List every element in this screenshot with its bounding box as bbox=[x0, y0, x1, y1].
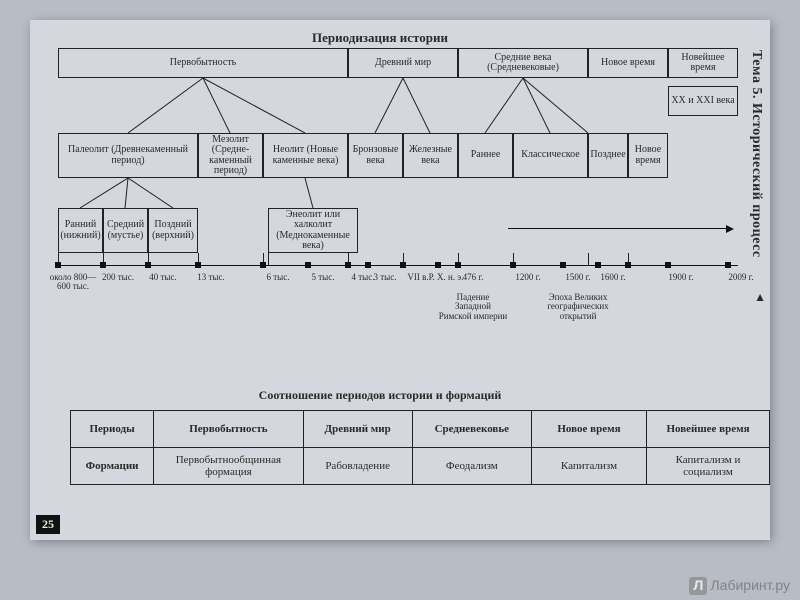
era-xx: XX и XXI века bbox=[668, 86, 738, 116]
diagram-title: Периодизация истории bbox=[30, 30, 730, 46]
timeline-label: 1600 г. bbox=[588, 273, 638, 282]
timeline-tick bbox=[260, 262, 266, 268]
timeline-label: 1900 г. bbox=[656, 273, 706, 282]
timeline-label: 13 тыс. bbox=[186, 273, 236, 282]
table-header: Древний мир bbox=[303, 411, 412, 448]
timeline-tick bbox=[625, 262, 631, 268]
timeline-label: 40 тыс. bbox=[138, 273, 188, 282]
timeline-tick bbox=[560, 262, 566, 268]
timeline-tick bbox=[510, 262, 516, 268]
connector bbox=[268, 253, 269, 265]
era-low-box: Средний (мустье) bbox=[103, 208, 148, 253]
timeline-tick bbox=[595, 262, 601, 268]
timeline-tick bbox=[145, 262, 151, 268]
timeline-arrow bbox=[508, 228, 728, 229]
tree-conn bbox=[348, 78, 458, 133]
table-row: ФормацииПервобытнообщинная формацияРабов… bbox=[71, 448, 770, 485]
era-mid-box: Неолит (Новые каменные века) bbox=[263, 133, 348, 178]
timeline-tick bbox=[725, 262, 731, 268]
periodization-diagram: XX и XXI века ПервобытностьДревний мирСр… bbox=[58, 48, 738, 378]
timeline-tick bbox=[345, 262, 351, 268]
timeline-note: Эпоха Великих географических открытий bbox=[538, 293, 618, 321]
era-mid-box: Мезолит (Средне-каменный период) bbox=[198, 133, 263, 178]
tree-conn bbox=[58, 178, 198, 208]
era-mid-box: Железные века bbox=[403, 133, 458, 178]
timeline-tick bbox=[435, 262, 441, 268]
table-header: Новое время bbox=[531, 411, 646, 448]
table-cell: Капитализм bbox=[531, 448, 646, 485]
era-low-box: Энеолит или халколит (Меднокаменные века… bbox=[268, 208, 358, 253]
table-cell: Первобытнообщинная формация bbox=[154, 448, 303, 485]
timeline-label: 6 тыс. bbox=[253, 273, 303, 282]
era-low-box: Поздний (верхний) bbox=[148, 208, 198, 253]
era-mid-box: Палеолит (Древнекаменный период) bbox=[58, 133, 198, 178]
page: Тема 5. Исторический процесс ▲ 25 Период… bbox=[30, 20, 770, 540]
tree-conn bbox=[263, 178, 358, 208]
table-title: Соотношение периодов истории и формаций bbox=[30, 388, 730, 403]
timeline-tick bbox=[55, 262, 61, 268]
era-top-box: Новое время bbox=[588, 48, 668, 78]
timeline-label: около 800—600 тыс. bbox=[48, 273, 98, 292]
era-mid-box: Классическое bbox=[513, 133, 588, 178]
timeline-axis bbox=[58, 265, 738, 266]
watermark: ЛЛабиринт.ру bbox=[689, 577, 790, 595]
page-number: 25 bbox=[36, 515, 60, 534]
era-mid-box: Новое время bbox=[628, 133, 668, 178]
era-top-box: Новейшее время bbox=[668, 48, 738, 78]
era-low-box: Ранний (нижний) bbox=[58, 208, 103, 253]
table-header: Средневековье bbox=[412, 411, 531, 448]
connector bbox=[588, 253, 589, 265]
table-header: Периоды bbox=[71, 411, 154, 448]
timeline-note: Падение Западной Римской империи bbox=[438, 293, 508, 321]
table-header: Первобытность bbox=[154, 411, 303, 448]
timeline-tick bbox=[455, 262, 461, 268]
era-mid-box: Раннее bbox=[458, 133, 513, 178]
timeline-tick bbox=[400, 262, 406, 268]
timeline-label: 1200 г. bbox=[503, 273, 553, 282]
tree-conn bbox=[458, 78, 588, 133]
table-header: Новейшее время bbox=[647, 411, 770, 448]
tree-conn bbox=[58, 78, 348, 133]
timeline-tick bbox=[365, 262, 371, 268]
timeline-tick bbox=[100, 262, 106, 268]
era-top-box: Первобытность bbox=[58, 48, 348, 78]
table-cell: Капитализм и социализм bbox=[647, 448, 770, 485]
era-top-box: Средние века (Средневековые) bbox=[458, 48, 588, 78]
table-cell: Феодализм bbox=[412, 448, 531, 485]
timeline-label: 476 г. bbox=[448, 273, 498, 282]
era-mid-box: Позднее bbox=[588, 133, 628, 178]
timeline-label: 200 тыс. bbox=[93, 273, 143, 282]
timeline-tick bbox=[665, 262, 671, 268]
formations-table: ПериодыПервобытностьДревний мирСредневек… bbox=[70, 410, 770, 485]
table-header: Формации bbox=[71, 448, 154, 485]
timeline-label: 2009 г. bbox=[716, 273, 766, 282]
table-cell: Рабовладение bbox=[303, 448, 412, 485]
timeline-tick bbox=[195, 262, 201, 268]
side-arrow: ▲ bbox=[754, 290, 766, 305]
era-top-box: Древний мир bbox=[348, 48, 458, 78]
timeline-tick bbox=[305, 262, 311, 268]
side-theme: Тема 5. Исторический процесс bbox=[748, 50, 764, 258]
era-mid-box: Бронзовые века bbox=[348, 133, 403, 178]
table-row: ПериодыПервобытностьДревний мирСредневек… bbox=[71, 411, 770, 448]
